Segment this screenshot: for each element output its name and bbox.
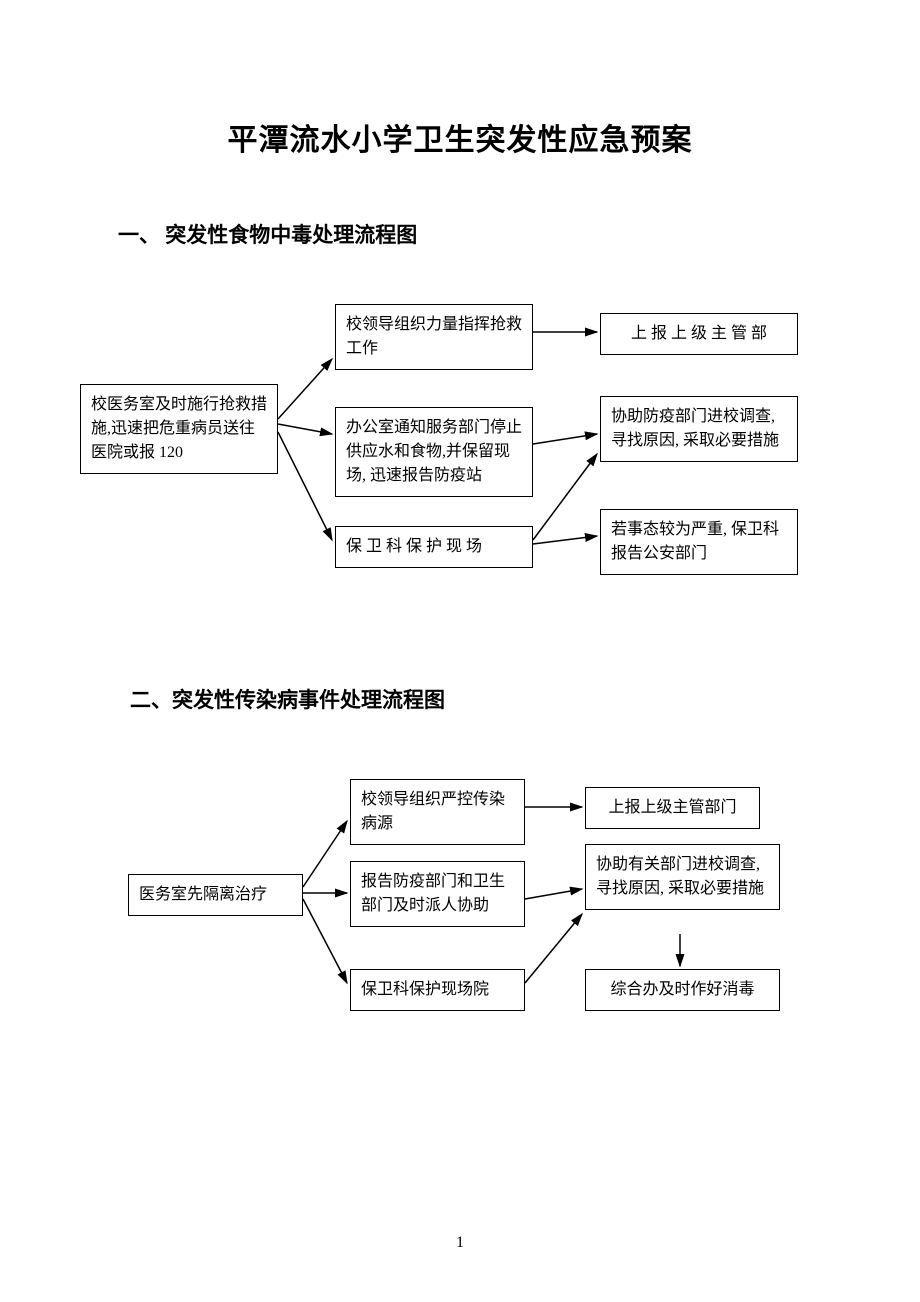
section-2-title: 二、突发性传染病事件处理流程图 xyxy=(80,684,840,714)
flow2-node-4: 保卫科保护现场院 xyxy=(350,969,525,1011)
section-1-title: 一、 突发性食物中毒处理流程图 xyxy=(80,219,840,249)
flow2-node-5: 上报上级主管部门 xyxy=(585,787,760,829)
flow2-node-7: 综合办及时作好消毒 xyxy=(585,969,780,1011)
flowchart-1: 校医务室及时施行抢救措施,迅速把危重病员送往医院或报 120 校领导组织力量指挥… xyxy=(80,304,840,594)
main-title: 平潭流水小学卫生突发性应急预案 xyxy=(80,115,840,159)
flow1-node-2: 校领导组织力量指挥抢救工作 xyxy=(335,304,533,370)
flow1-node-3: 办公室通知服务部门停止供应水和食物,并保留现场, 迅速报告防疫站 xyxy=(335,407,533,497)
flow1-node-6: 协助防疫部门进校调查, 寻找原因, 采取必要措施 xyxy=(600,396,798,462)
flow2-node-6: 协助有关部门进校调查, 寻找原因, 采取必要措施 xyxy=(585,844,780,910)
flow2-node-1: 医务室先隔离治疗 xyxy=(128,874,303,916)
flow2-node-3: 报告防疫部门和卫生部门及时派人协助 xyxy=(350,861,525,927)
flow2-node-2: 校领导组织严控传染病源 xyxy=(350,779,525,845)
flow1-node-1: 校医务室及时施行抢救措施,迅速把危重病员送往医院或报 120 xyxy=(80,384,278,474)
page-number: 1 xyxy=(456,1234,464,1252)
flow1-node-5: 上 报 上 级 主 管 部 xyxy=(600,313,798,355)
flow1-node-4: 保 卫 科 保 护 现 场 xyxy=(335,526,533,568)
flow1-node-7: 若事态较为严重, 保卫科报告公安部门 xyxy=(600,509,798,575)
flowchart-2: 医务室先隔离治疗 校领导组织严控传染病源 报告防疫部门和卫生部门及时派人协助 保… xyxy=(80,779,840,1039)
